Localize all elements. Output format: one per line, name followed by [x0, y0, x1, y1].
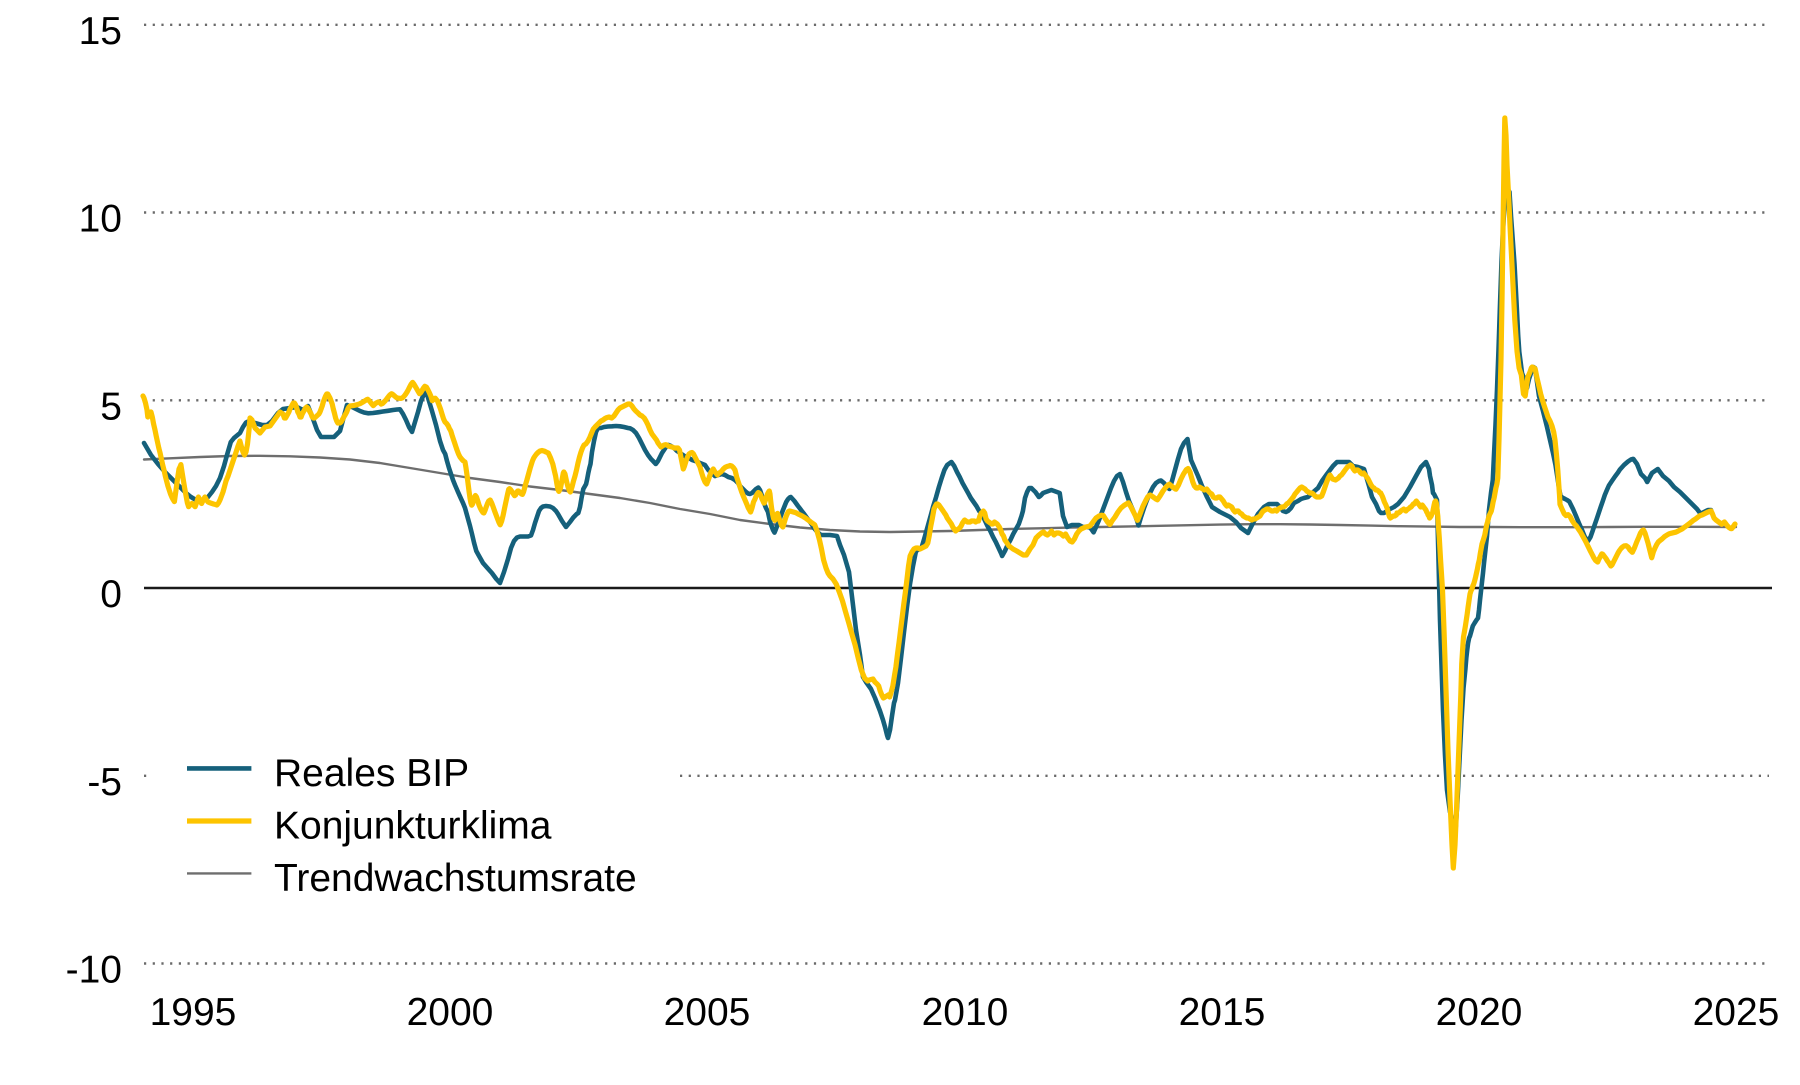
svg-text:2010: 2010	[922, 991, 1009, 1034]
svg-text:1995: 1995	[150, 991, 237, 1034]
svg-text:Trendwachstumsrate: Trendwachstumsrate	[274, 857, 637, 900]
svg-text:15: 15	[79, 10, 122, 53]
svg-text:2020: 2020	[1436, 991, 1523, 1034]
svg-text:0: 0	[100, 573, 122, 616]
svg-text:2025: 2025	[1693, 991, 1780, 1034]
svg-text:Reales BIP: Reales BIP	[274, 752, 469, 795]
svg-text:5: 5	[100, 385, 122, 428]
svg-text:2005: 2005	[664, 991, 751, 1034]
svg-text:10: 10	[79, 198, 122, 241]
svg-text:Konjunkturklima: Konjunkturklima	[274, 805, 552, 848]
svg-text:-10: -10	[66, 949, 122, 992]
svg-text:-5: -5	[87, 761, 122, 804]
svg-text:2015: 2015	[1179, 991, 1266, 1034]
svg-text:2000: 2000	[407, 991, 494, 1034]
